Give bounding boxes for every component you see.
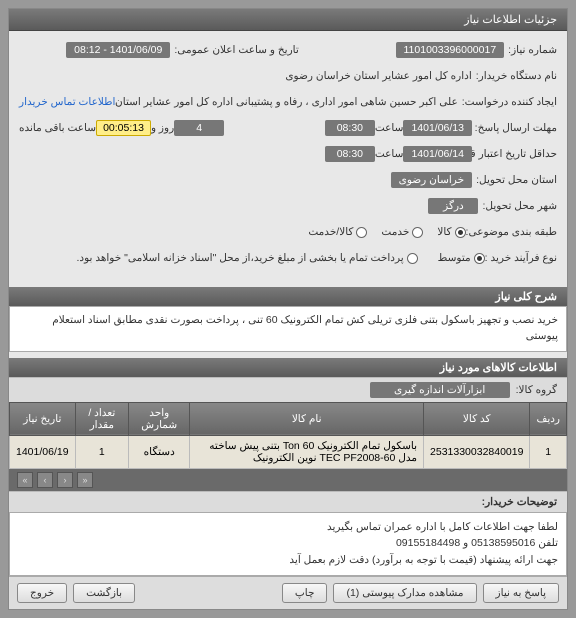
goods-header: اطلاعات کالاهای مورد نیاز (9, 358, 567, 377)
group-row: گروه کالا: ابزارآلات اندازه گیری (9, 377, 567, 402)
back-button[interactable]: بازگشت (73, 583, 135, 603)
send-deadline-label: مهلت ارسال پاسخ: تا تاریخ: (472, 122, 557, 134)
requester-value: علی اکبر حسین شاهی امور اداری ، رفاه و پ… (115, 96, 461, 108)
notes-line3: جهت ارائه پیشنهاد (قیمت با توجه به برآور… (18, 552, 558, 569)
goods-table: ردیف کد کالا نام کالا واحد شمارش تعداد /… (9, 402, 567, 469)
radio-kala-khadamat-label: کالا/خدمت (308, 226, 353, 238)
main-panel: جزئیات اطلاعات نیاز شماره نیاز: 11010033… (8, 8, 568, 610)
buyer-org-label: نام دستگاه خریدار: (476, 70, 557, 82)
attachments-button[interactable]: مشاهده مدارک پیوستی (1) (333, 583, 476, 603)
pager-next[interactable]: › (37, 472, 53, 488)
province-value: خراسان رضوی (391, 172, 472, 188)
notes-line1: لطفا جهت اطلاعات کامل با اداره عمران تما… (18, 519, 558, 536)
class-radio-group: کالا خدمت کالا/خدمت (308, 226, 465, 238)
pager-prev[interactable]: ‹ (57, 472, 73, 488)
pager-last[interactable]: » (17, 472, 33, 488)
radio-partial-label: پرداخت تمام یا بخشی از مبلغ خرید،از محل … (76, 252, 403, 264)
pager-first[interactable]: « (77, 472, 93, 488)
cell-name: باسکول تمام الکترونیک Ton 60 بتنی پیش سا… (190, 435, 424, 468)
th-code: کد کالا (424, 402, 530, 435)
radio-mid-label: متوسط (438, 252, 471, 264)
cell-date: 1401/06/19 (10, 435, 76, 468)
days-value: 4 (174, 120, 224, 136)
table-header-row: ردیف کد کالا نام کالا واحد شمارش تعداد /… (10, 402, 567, 435)
th-idx: ردیف (530, 402, 567, 435)
price-time: 08:30 (325, 146, 375, 162)
panel-title: جزئیات اطلاعات نیاز (9, 9, 567, 31)
exit-button[interactable]: خروج (17, 583, 67, 603)
notes-header: توضیحات خریدار: (9, 491, 567, 512)
process-label: نوع فرآیند خرید : (485, 252, 557, 264)
countdown: 00:05:13 (96, 120, 151, 136)
price-deadline-label: حداقل تاریخ اعتبار قیمت: تا تاریخ: (472, 148, 557, 160)
need-no-label: شماره نیاز: (508, 44, 557, 56)
radio-kala-khadamat[interactable]: کالا/خدمت (308, 226, 367, 238)
notes-box: لطفا جهت اطلاعات کامل با اداره عمران تما… (9, 512, 567, 576)
radio-partial[interactable]: پرداخت تمام یا بخشی از مبلغ خرید،از محل … (76, 252, 417, 264)
city-value: درگز (428, 198, 478, 214)
cell-code: 2531330032840019 (424, 435, 530, 468)
price-time-label: ساعت (375, 148, 404, 160)
days-label: روز و (151, 122, 174, 134)
send-time-label: ساعت (375, 122, 404, 134)
cell-qty: 1 (75, 435, 128, 468)
cell-idx: 1 (530, 435, 567, 468)
footer-bar: پاسخ به نیاز مشاهده مدارک پیوستی (1) چاپ… (9, 576, 567, 609)
contact-link[interactable]: اطلاعات تماس خریدار (19, 96, 115, 108)
requester-label: ایجاد کننده درخواست: (462, 96, 557, 108)
th-qty: تعداد / مقدار (75, 402, 128, 435)
remain-label: ساعت باقی مانده (19, 122, 96, 134)
th-unit: واحد شمارش (129, 402, 190, 435)
ann-datetime-label: تاریخ و ساعت اعلان عمومی: (174, 44, 298, 56)
send-time: 08:30 (325, 120, 375, 136)
group-label: گروه کالا: (516, 384, 557, 396)
send-date: 1401/06/13 (403, 120, 472, 136)
radio-mid[interactable]: متوسط (438, 252, 485, 264)
th-name: نام کالا (190, 402, 424, 435)
radio-kala-label: کالا (437, 226, 451, 238)
province-label: استان محل تحویل: (476, 174, 557, 186)
sharh-text: خرید نصب و تجهیز باسکول بتنی فلزی تریلی … (9, 306, 567, 352)
pager: « ‹ › » (9, 469, 567, 491)
print-button[interactable]: چاپ (282, 583, 328, 603)
radio-khadamat-label: خدمت (381, 226, 409, 238)
need-no-value: 1101003396000017 (396, 42, 505, 58)
form-body: شماره نیاز: 1101003396000017 تاریخ و ساع… (9, 31, 567, 281)
radio-khadamat[interactable]: خدمت (381, 226, 423, 238)
cell-unit: دستگاه (129, 435, 190, 468)
radio-kala[interactable]: کالا (437, 226, 465, 238)
ann-datetime-value: 1401/06/09 - 08:12 (66, 42, 170, 58)
price-date: 1401/06/14 (403, 146, 472, 162)
th-date: تاریخ نیاز (10, 402, 76, 435)
notes-line2: تلفن 05138595016 و 09155184498 (18, 535, 558, 552)
group-value: ابزارآلات اندازه گیری (370, 382, 510, 398)
table-row[interactable]: 1 2531330032840019 باسکول تمام الکترونیک… (10, 435, 567, 468)
buyer-org-value: اداره کل امور عشایر استان خراسان رضوی (281, 70, 475, 82)
city-label: شهر محل تحویل: (482, 200, 557, 212)
class-label: طبقه بندی موضوعی: (466, 226, 557, 238)
reply-button[interactable]: پاسخ به نیاز (483, 583, 559, 603)
sharh-header: شرح کلی نیاز (9, 287, 567, 306)
notes-title: توضیحات خریدار: (482, 496, 557, 508)
